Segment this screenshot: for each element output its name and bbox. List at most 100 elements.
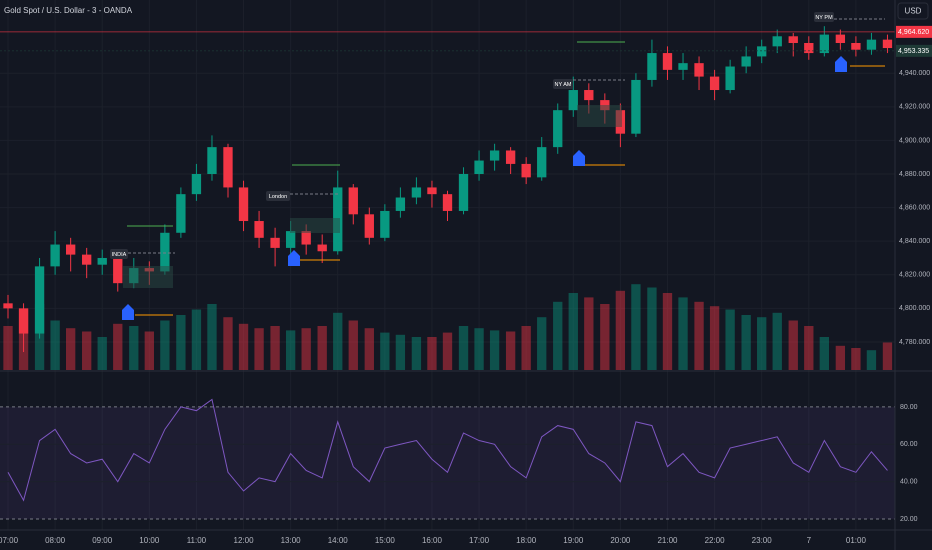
volume-bar: [866, 350, 877, 370]
volume-bar: [207, 304, 217, 370]
volume-bar: [395, 334, 406, 370]
price-label: 4,953.335: [898, 48, 929, 55]
candle-body: [317, 244, 327, 252]
y-tick-label: 4,860.000: [899, 204, 930, 211]
x-tick-label: 23:00: [752, 536, 773, 545]
x-tick-label: 21:00: [657, 536, 678, 545]
candle-body: [270, 237, 280, 248]
volume-bar: [741, 315, 751, 370]
volume-bar: [97, 337, 107, 370]
volume-bar: [725, 309, 735, 370]
candle-body: [50, 244, 60, 267]
candle-body: [584, 90, 594, 101]
rsi-tick-label: 40.00: [900, 478, 918, 485]
candle-body: [411, 187, 422, 198]
volume-bar: [191, 309, 202, 370]
candle-body: [176, 194, 186, 233]
session-range: [290, 218, 340, 233]
volume-bar: [223, 317, 233, 370]
session-london: London: [266, 164, 340, 266]
candle-body: [442, 194, 453, 211]
x-tick-label: 13:00: [281, 536, 302, 545]
volume-bar: [442, 332, 453, 370]
volume-bar: [694, 301, 704, 370]
volume-bar: [317, 326, 327, 370]
candle-body: [285, 231, 296, 248]
x-tick-label: 11:00: [187, 536, 207, 545]
session-label: NY PM: [815, 15, 833, 21]
candle-body: [207, 147, 217, 174]
volume-bar: [788, 320, 798, 370]
candle-body: [505, 150, 516, 164]
volume-bar: [489, 330, 500, 370]
volume-bar: [662, 293, 673, 370]
volume-bar: [270, 326, 280, 370]
candle-body: [819, 34, 830, 54]
x-tick-label: 01:00: [846, 536, 867, 545]
candle-body: [709, 76, 720, 91]
candle-body: [380, 210, 390, 238]
currency-button[interactable]: [897, 2, 929, 20]
volume-bar: [772, 312, 782, 370]
candle-body: [757, 46, 767, 57]
candle-body: [474, 160, 484, 174]
volume-bar: [804, 326, 814, 370]
session-label: NY AM: [554, 82, 571, 88]
volume-bar: [65, 328, 76, 370]
volume-bar: [678, 297, 688, 370]
volume-bar: [129, 326, 139, 370]
candle-body: [191, 173, 202, 195]
volume-bar: [568, 293, 578, 370]
candle-body: [678, 63, 688, 70]
volume-bar: [631, 284, 641, 370]
candle-body: [82, 254, 92, 265]
candle-body: [694, 63, 704, 77]
volume-bar: [50, 320, 60, 370]
rsi-band: [0, 406, 895, 519]
candle-body: [458, 173, 469, 211]
x-tick-label: 16:00: [422, 536, 443, 545]
x-tick-label: 20:00: [610, 536, 631, 545]
volume-bar: [254, 328, 264, 370]
volume-bar: [82, 331, 92, 370]
session-ny-pm: NY PM: [814, 12, 885, 72]
session-india: INDIA: [110, 225, 175, 320]
x-tick-label: 10:00: [139, 536, 160, 545]
candle-body: [427, 187, 437, 195]
volume-bar: [835, 345, 846, 370]
volume-bar: [553, 301, 563, 370]
volume-bar: [380, 332, 390, 370]
y-tick-label: 4,940.000: [899, 70, 930, 77]
candle-body: [254, 221, 264, 238]
candle-body: [882, 39, 893, 49]
candle-body: [364, 214, 374, 238]
candle-body: [553, 110, 563, 148]
price-label-box: [896, 44, 932, 57]
candle-body: [521, 163, 531, 178]
candle-body: [113, 257, 123, 284]
session-ny-am: NY AM: [553, 41, 625, 166]
candle-body: [97, 257, 107, 265]
volume-bar: [3, 326, 13, 370]
currency[interactable]: USD: [905, 7, 922, 16]
session-box: [553, 79, 573, 89]
rsi-tick-label: 80.00: [900, 404, 918, 411]
volume-bar: [333, 312, 343, 370]
volume-bar: [521, 326, 531, 370]
buy-marker: [835, 56, 847, 72]
session-range: [577, 105, 622, 127]
candle-body: [160, 232, 170, 272]
candle-body: [772, 36, 782, 47]
rsi-tick-label: 60.00: [900, 441, 918, 448]
volume-bar: [474, 328, 484, 370]
volume-bar: [411, 337, 422, 370]
x-tick-label: 09:00: [92, 536, 113, 545]
volume-bar: [113, 323, 123, 370]
session-label: London: [269, 194, 287, 200]
volume-bar: [458, 326, 469, 370]
x-tick-label: 12:00: [234, 536, 255, 545]
buy-marker: [573, 150, 585, 166]
session-box: [266, 191, 290, 201]
rsi-tick-label: 20.00: [900, 516, 918, 523]
volume-bar: [144, 331, 154, 370]
